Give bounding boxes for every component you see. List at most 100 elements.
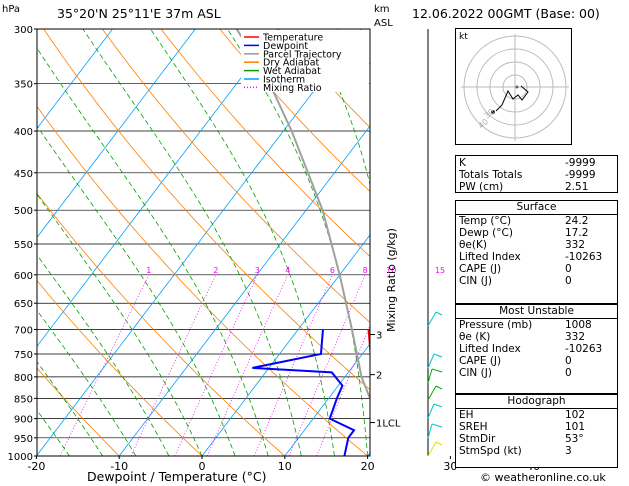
hodo-label: StmSpd (kt) [459,445,522,457]
pressure-tick-label: 650 [14,299,33,310]
surface-row: Temp (°C) 24.2 [456,215,617,227]
mixing-ratio-label: 1 [146,266,151,275]
index-label: K [459,157,466,169]
surface-row: CIN (J) 0 [456,275,617,287]
wind-barb [427,368,443,384]
datetime-label: 12.06.2022 00GMT (Base: 00) [412,6,600,21]
pressure-tick-label: 450 [14,169,33,180]
hodo-row: StmDir 53° [456,433,617,445]
unstable-value: 0 [565,355,572,367]
dry-adiabat-line [43,29,370,391]
wind-barb [427,353,443,369]
temperature-tick-label: 20 [361,460,375,473]
hodograph-table-title: Hodograph [507,395,566,407]
isotherm-line [37,29,113,130]
index-row-pw: PW (cm) 2.51 [456,181,617,193]
wind-barb [427,441,443,457]
dewpoint-line [252,329,356,456]
wet-adiabat-line [37,409,70,456]
mixing-ratio-label: 3 [255,266,260,275]
pressure-tick-label: 900 [14,415,33,426]
dry-adiabat-line [37,367,120,456]
dry-adiabat-line [37,192,286,456]
wet-adiabat-line [82,29,302,456]
legend-label: Dewpoint [263,41,308,52]
mixing-ratio-line [130,274,217,456]
wind-barb [427,423,443,439]
hodograph-plot: 40 30 [461,34,569,141]
mixing-ratio-label: 15 [435,266,445,275]
pressure-tick-label: 500 [14,206,33,217]
wind-barb [427,311,443,327]
surface-row: CAPE (J) 0 [456,263,617,275]
unstable-row: CAPE (J) 0 [456,355,617,367]
mixing-ratio-label: 2 [213,266,218,275]
legend-label: Temperature [262,33,323,44]
asl-label: ASL [374,18,393,29]
most-unstable-table: Most Unstable Pressure (mb) 1008 θe (K) 33… [455,304,618,394]
mixing-ratio-label: 10 [386,266,396,275]
surface-value: 24.2 [565,215,589,227]
surface-title: Surface [516,201,557,213]
copyright-label: © weatheronline.co.uk [480,471,606,484]
legend-label: Dry Adiabat [263,58,320,69]
legend-label: Wet Adiabat [263,66,321,77]
pressure-tick-label: 1000 [8,452,33,463]
isotherm-line [201,234,370,456]
unstable-label: CIN (J) [459,367,492,379]
mixing-ratio-line [206,274,289,456]
unstable-row: CIN (J) 0 [456,367,617,379]
indices-table: K -9999 Totals Totals -9999 PW (cm) 2.51 [455,155,618,193]
unstable-label: θe (K) [459,331,491,343]
wet-adiabat-line [37,309,137,456]
surface-value: 332 [565,239,586,251]
location-label: 35°20'N 25°11'E 37m ASL [57,6,221,21]
hodo-value: 53° [565,433,584,445]
mixing-ratio-label: 4 [285,266,290,275]
pressure-tick-label: 950 [14,434,33,445]
hodo-value: 102 [565,409,586,421]
surface-row: Lifted Index -10263 [456,251,617,263]
isotherm-line [37,29,196,238]
mixing-ratio-line [59,274,150,456]
unstable-row: Lifted Index -10263 [456,343,617,355]
surface-value: 0 [565,263,572,275]
wet-adiabat-line [37,254,170,456]
dry-adiabat-line [102,29,370,324]
mixing-ratio-label: 6 [330,266,335,275]
wind-barb [427,385,443,401]
surface-label: Dewp (°C) [459,227,513,239]
surface-value: -10263 [565,251,603,263]
surface-label: Lifted Index [459,251,521,263]
km-label: km [374,4,390,15]
dry-adiabat-line [219,29,370,193]
index-row-totals: Totals Totals -9999 [456,169,617,181]
hodo-row: StmSpd (kt) 3 [456,445,617,457]
surface-value: 0 [565,275,572,287]
pressure-tick-label: 600 [14,271,33,282]
temperature-tick-label: -20 [27,460,45,473]
isotherm-line [284,343,370,456]
surface-row: Dewp (°C) 17.2 [456,227,617,239]
surface-row: θe(K) 332 [456,239,617,251]
isotherm-line [118,125,370,456]
surface-label: CAPE (J) [459,263,502,275]
temperature-tick-label: 30 [443,460,457,473]
hodo-value: 101 [565,421,586,433]
unstable-label: Pressure (mb) [459,319,533,331]
pressure-tick-label: 800 [14,373,33,384]
unstable-value: 0 [565,367,572,379]
surface-label: CIN (J) [459,275,492,287]
surface-table: Surface Temp (°C) 24.2 Dewp (°C) 17.2 θe(K… [455,200,618,304]
wet-adiabat-line [37,193,203,456]
hodo-row: SREH 101 [456,421,617,433]
unstable-row: Pressure (mb) 1008 [456,319,617,331]
plot-frame [36,28,371,457]
index-row-k: K -9999 [456,157,617,169]
hodograph-panel: kt 40 30 [455,28,572,145]
legend-label: Mixing Ratio [263,83,322,94]
surface-label: Temp (°C) [459,215,512,227]
km-tick-label: 3 [376,331,382,342]
legend-box [241,30,369,92]
pressure-tick-label: 350 [14,80,33,91]
